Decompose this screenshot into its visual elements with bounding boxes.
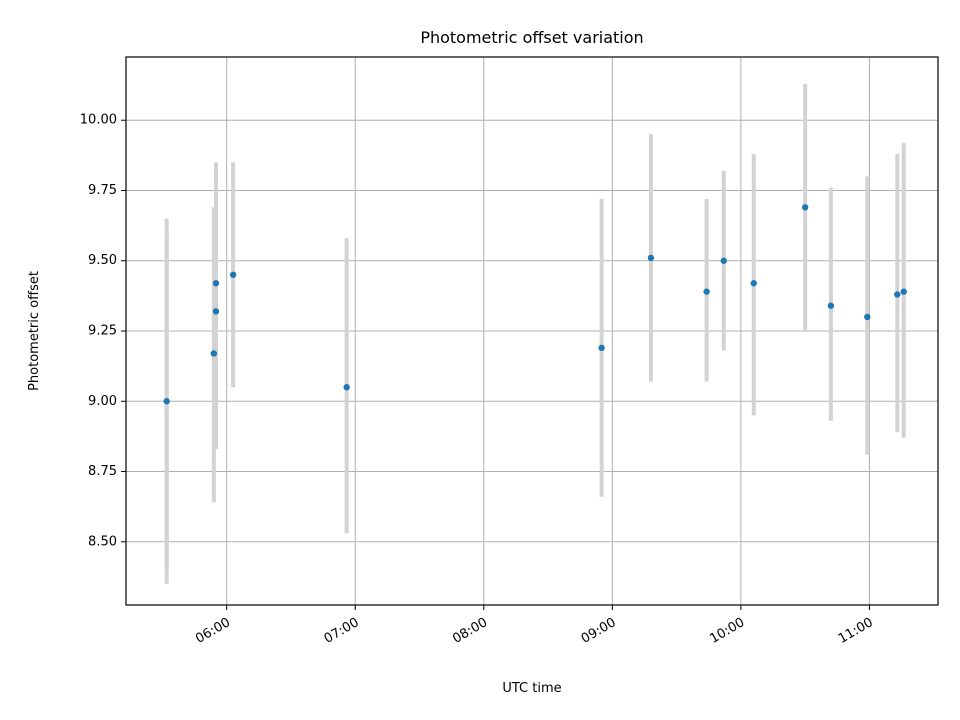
data-point (210, 350, 218, 357)
data-point (343, 384, 350, 391)
data-point (163, 398, 170, 405)
data-point (229, 271, 237, 278)
y-tick-label: 9.25 (88, 324, 117, 339)
data-point (647, 254, 655, 262)
data-point (801, 204, 809, 211)
chart-title: Photometric offset variation (420, 28, 643, 47)
grid (126, 57, 938, 605)
data-point (864, 313, 871, 321)
y-tick-label: 8.50 (88, 534, 117, 549)
data-point (212, 280, 220, 287)
y-axis-ticks: 8.50 8.75 9.00 9.25 9.50 9.75 10.00 (80, 113, 126, 549)
data-point (894, 291, 901, 298)
y-tick-label: 9.50 (88, 253, 117, 268)
data-points (163, 204, 907, 405)
y-tick-label: 9.75 (88, 183, 117, 198)
y-tick-label: 9.00 (88, 394, 117, 409)
x-axis-label: UTC time (502, 681, 561, 696)
data-point (598, 344, 605, 352)
data-point (900, 288, 907, 295)
data-point (827, 302, 835, 309)
y-tick-label: 10.00 (80, 113, 117, 128)
data-point (720, 257, 727, 264)
data-point (750, 280, 757, 287)
data-point (212, 308, 220, 315)
data-point (703, 288, 710, 295)
y-axis-label: Photometric offset (27, 271, 42, 391)
y-tick-label: 8.75 (88, 464, 117, 479)
